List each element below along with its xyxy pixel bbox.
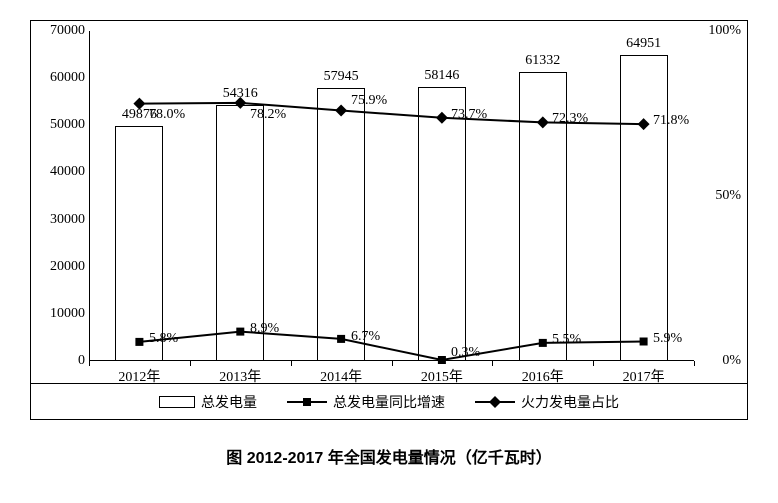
legend-item-thermal: 火力发电量占比 xyxy=(475,392,619,412)
y-left-tick: 70000 xyxy=(31,23,85,39)
legend-bar-swatch xyxy=(159,396,195,408)
y-right-tick: 100% xyxy=(708,23,741,39)
square-marker xyxy=(539,339,547,347)
y-left-tick: 0 xyxy=(31,353,85,369)
diamond-marker xyxy=(133,98,145,110)
growth-label: 5.8% xyxy=(149,331,178,347)
y-left-tick: 10000 xyxy=(31,306,85,322)
y-right-tick: 50% xyxy=(715,188,741,204)
growth-label: 8.9% xyxy=(250,321,279,337)
chart-caption: 图 2012-2017 年全国发电量情况（亿千瓦时） xyxy=(30,444,748,468)
square-marker xyxy=(438,356,446,364)
plot-area: 49876 54316 57945 58146 61332 64951 5.8% xyxy=(89,31,694,361)
legend-item-bar: 总发电量 xyxy=(159,392,257,412)
growth-label: 6.7% xyxy=(351,329,380,345)
x-tick-mark xyxy=(190,361,191,366)
x-tick-mark xyxy=(593,361,594,366)
y-left-tick: 60000 xyxy=(31,70,85,86)
square-marker xyxy=(337,335,345,343)
diamond-marker xyxy=(638,118,650,130)
thermal-label: 71.8% xyxy=(653,113,689,129)
thermal-label: 73.7% xyxy=(451,107,487,123)
diamond-marker xyxy=(537,116,549,128)
square-marker xyxy=(640,338,648,346)
square-marker xyxy=(236,328,244,336)
diamond-marker xyxy=(436,112,448,124)
x-tick-mark xyxy=(291,361,292,366)
legend-item-growth: 总发电量同比增速 xyxy=(287,392,445,412)
thermal-label: 78.0% xyxy=(149,107,185,123)
line-layer xyxy=(89,31,694,361)
growth-label: 5.9% xyxy=(653,331,682,347)
diamond-marker xyxy=(335,105,347,117)
growth-label: 0.3% xyxy=(451,345,480,361)
thermal-label: 78.2% xyxy=(250,107,286,123)
y-left-tick: 50000 xyxy=(31,117,85,133)
legend-diamond-line-icon xyxy=(475,395,515,409)
square-marker xyxy=(135,338,143,346)
x-tick-mark xyxy=(89,361,90,366)
y-right-tick: 0% xyxy=(722,353,741,369)
x-tick-mark xyxy=(492,361,493,366)
x-tick-mark xyxy=(392,361,393,366)
legend-label: 火力发电量占比 xyxy=(521,392,619,412)
legend-label: 总发电量 xyxy=(201,392,257,412)
y-left-tick: 20000 xyxy=(31,259,85,275)
y-left-tick: 40000 xyxy=(31,164,85,180)
legend-square-line-icon xyxy=(287,395,327,409)
y-left-tick: 30000 xyxy=(31,212,85,228)
legend-label: 总发电量同比增速 xyxy=(333,392,445,412)
x-tick-mark xyxy=(694,361,695,366)
thermal-label: 75.9% xyxy=(351,93,387,109)
diamond-marker xyxy=(234,97,246,109)
thermal-label: 72.3% xyxy=(552,111,588,127)
chart-container: 0 10000 20000 30000 40000 50000 60000 70… xyxy=(30,20,748,420)
growth-label: 5.5% xyxy=(552,332,581,348)
legend: 总发电量 总发电量同比增速 火力发电量占比 xyxy=(31,383,747,419)
